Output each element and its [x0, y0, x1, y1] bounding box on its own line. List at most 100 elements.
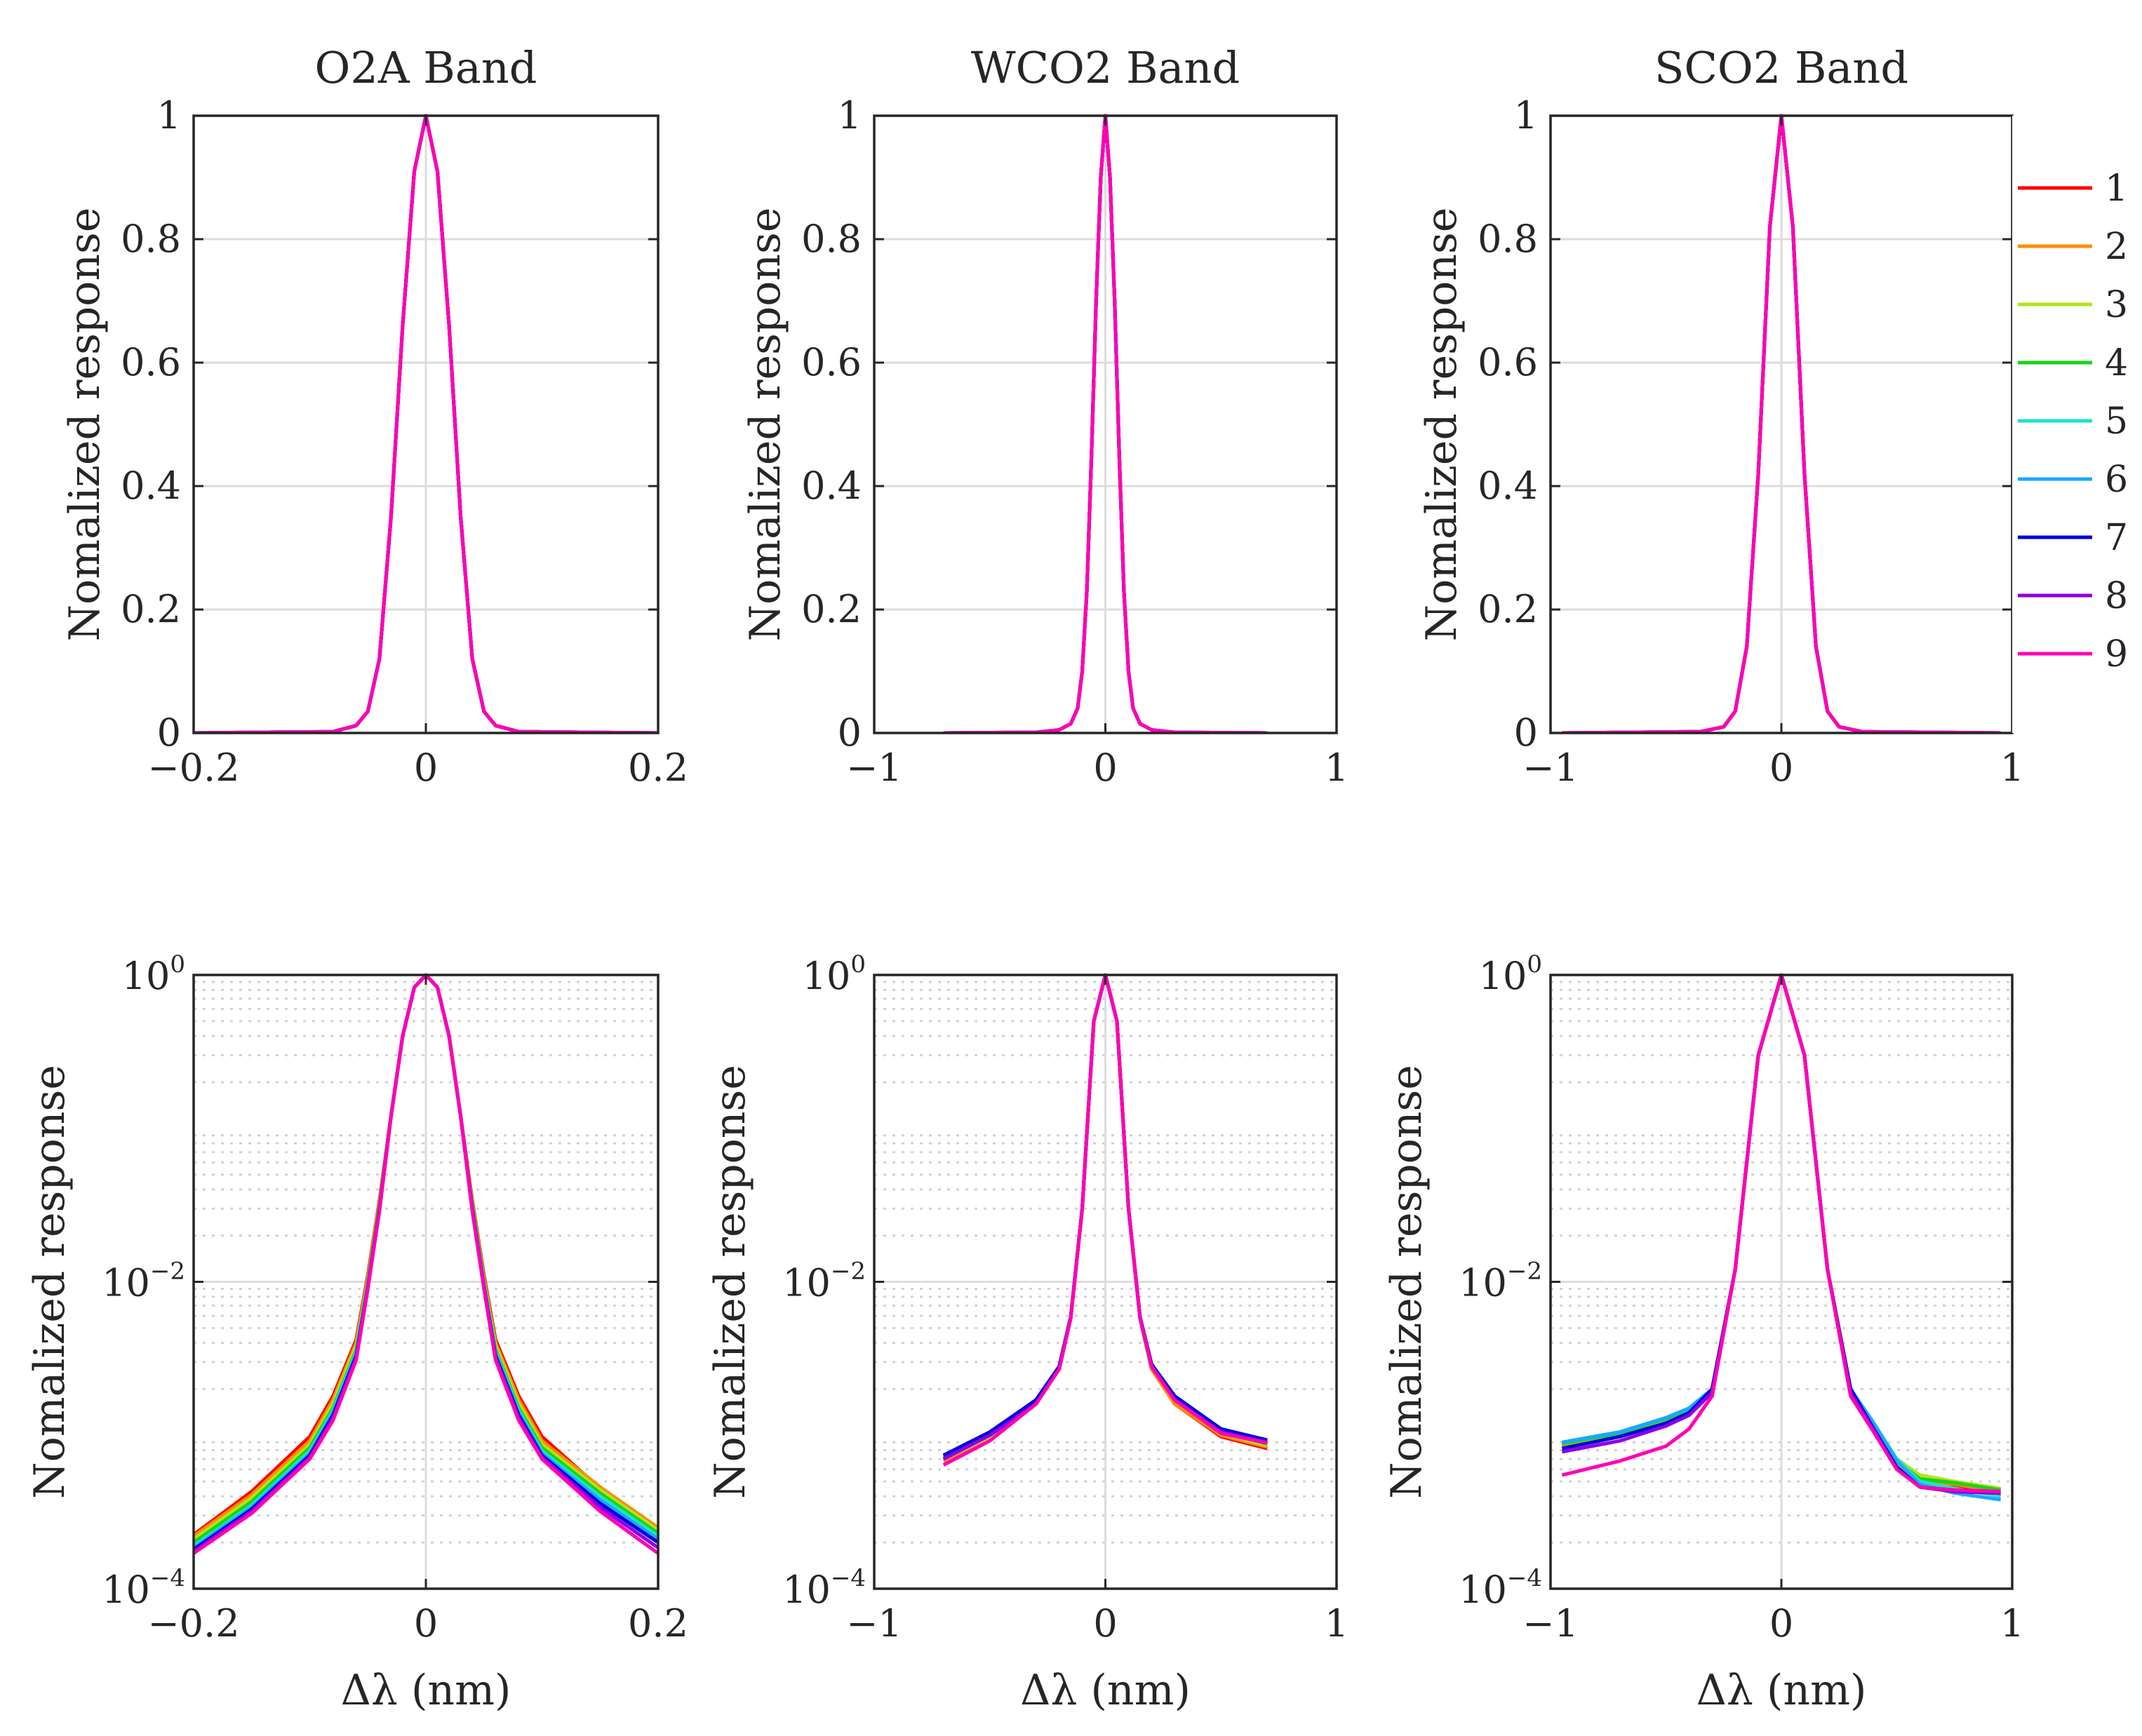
y-tick-label: 0.8 — [801, 217, 862, 261]
x-tick-label: 0 — [414, 1601, 438, 1646]
y-tick-label: 0 — [838, 711, 862, 755]
y-axis-label: Nomalized response — [60, 208, 109, 642]
legend-label-2: 2 — [2105, 226, 2128, 268]
x-tick-label: −1 — [846, 1601, 902, 1646]
y-tick-label: 0.6 — [121, 340, 181, 384]
y-tick-label: 0 — [1514, 711, 1538, 755]
x-tick-label: −0.2 — [147, 1601, 239, 1646]
y-tick-exponent: −2 — [831, 1258, 866, 1286]
y-tick-exponent: 0 — [1527, 950, 1542, 978]
legend-box — [2012, 116, 2138, 733]
x-tick-label: 1 — [1325, 746, 1348, 790]
legend-entry-4: 4 — [2018, 342, 2128, 384]
y-tick-base: 10 — [102, 1568, 150, 1612]
y-tick-label: 10−2 — [782, 1258, 866, 1305]
y-tick-exponent: 0 — [170, 950, 185, 978]
x-tick-label: 0 — [1769, 746, 1793, 790]
y-tick-exponent: −2 — [1507, 1258, 1542, 1286]
y-tick-label: 0.2 — [121, 587, 181, 631]
series-line-9 — [1561, 973, 2001, 1493]
x-axis-label: Δλ (nm) — [1020, 1666, 1191, 1715]
legend-label-8: 8 — [2105, 575, 2128, 617]
legend-label-7: 7 — [2105, 517, 2128, 559]
legend-entry-7: 7 — [2018, 517, 2128, 559]
x-axis-label: Δλ (nm) — [1696, 1666, 1867, 1715]
y-tick-label: 0.6 — [801, 340, 862, 384]
y-tick-label: 0.2 — [1478, 587, 1538, 631]
legend-entry-6: 6 — [2018, 459, 2128, 501]
panel-title: WCO2 Band — [971, 42, 1240, 93]
y-tick-base: 10 — [102, 1261, 150, 1305]
y-tick-label: 0.8 — [121, 217, 181, 261]
y-tick-label: 0.6 — [1478, 340, 1538, 384]
x-axis-label: Δλ (nm) — [341, 1666, 511, 1715]
y-axis-label: Nomalized response — [1382, 1065, 1431, 1499]
x-tick-label: −1 — [1522, 746, 1579, 790]
panel-title: SCO2 Band — [1654, 42, 1908, 93]
legend-entry-1: 1 — [2018, 168, 2128, 210]
y-tick-label: 10−4 — [782, 1564, 866, 1612]
legend-entry-8: 8 — [2018, 575, 2128, 617]
x-tick-label: −1 — [1522, 1601, 1579, 1646]
y-tick-base: 10 — [122, 954, 170, 998]
x-tick-label: 0.2 — [628, 746, 688, 790]
y-tick-base: 10 — [803, 954, 851, 998]
x-tick-label: 0 — [1769, 1601, 1793, 1646]
x-tick-label: −1 — [846, 746, 902, 790]
x-tick-label: 0 — [1093, 1601, 1117, 1646]
y-tick-base: 10 — [1459, 1568, 1507, 1612]
y-tick-label: 10−4 — [1459, 1564, 1542, 1612]
legend-label-5: 5 — [2105, 401, 2128, 443]
y-axis-label: Nomalized response — [1417, 208, 1466, 642]
y-tick-base: 10 — [1459, 1261, 1507, 1305]
y-axis-label: Nomalized response — [706, 1065, 755, 1499]
x-tick-label: 1 — [2000, 746, 2024, 790]
y-tick-exponent: −4 — [1507, 1564, 1542, 1592]
x-tick-label: 0 — [414, 746, 438, 790]
y-tick-label: 0.4 — [801, 464, 862, 508]
y-tick-label: 1 — [1514, 93, 1538, 137]
y-axis-label: Nomalized response — [25, 1065, 74, 1499]
legend-label-1: 1 — [2105, 168, 2128, 210]
y-tick-label: 0.4 — [121, 464, 181, 508]
y-tick-base: 10 — [1479, 954, 1527, 998]
y-tick-label: 0.8 — [1478, 217, 1538, 261]
y-tick-base: 10 — [782, 1261, 831, 1305]
y-tick-label: 10−4 — [102, 1564, 185, 1612]
y-tick-label: 100 — [1479, 950, 1542, 998]
x-tick-label: −0.2 — [147, 746, 239, 790]
series-group — [1561, 973, 2002, 1502]
y-tick-label: 100 — [122, 950, 185, 998]
y-axis-label: Nomalized response — [741, 208, 790, 642]
y-tick-exponent: 0 — [850, 950, 866, 978]
legend-entry-2: 2 — [2018, 226, 2128, 268]
y-tick-label: 0 — [157, 711, 181, 755]
y-tick-exponent: −4 — [831, 1564, 866, 1592]
y-tick-exponent: −2 — [150, 1258, 185, 1286]
legend-entry-5: 5 — [2018, 401, 2128, 443]
legend-label-3: 3 — [2105, 284, 2128, 326]
panel-title: O2A Band — [315, 42, 537, 93]
y-tick-label: 100 — [803, 950, 866, 998]
y-tick-label: 1 — [838, 93, 862, 137]
y-tick-label: 0.2 — [801, 587, 862, 631]
y-tick-base: 10 — [782, 1568, 831, 1612]
y-tick-exponent: −4 — [150, 1564, 185, 1592]
legend-label-4: 4 — [2105, 342, 2128, 384]
y-tick-label: 0.4 — [1478, 464, 1538, 508]
legend-label-6: 6 — [2105, 459, 2128, 501]
y-tick-label: 10−2 — [102, 1258, 185, 1305]
legend: 1 2 3 4 5 6 7 8 9 — [2012, 116, 2138, 733]
y-tick-label: 1 — [157, 93, 181, 137]
legend-label-9: 9 — [2105, 633, 2128, 675]
legend-entry-9: 9 — [2018, 633, 2128, 675]
x-tick-label: 0 — [1093, 746, 1117, 790]
